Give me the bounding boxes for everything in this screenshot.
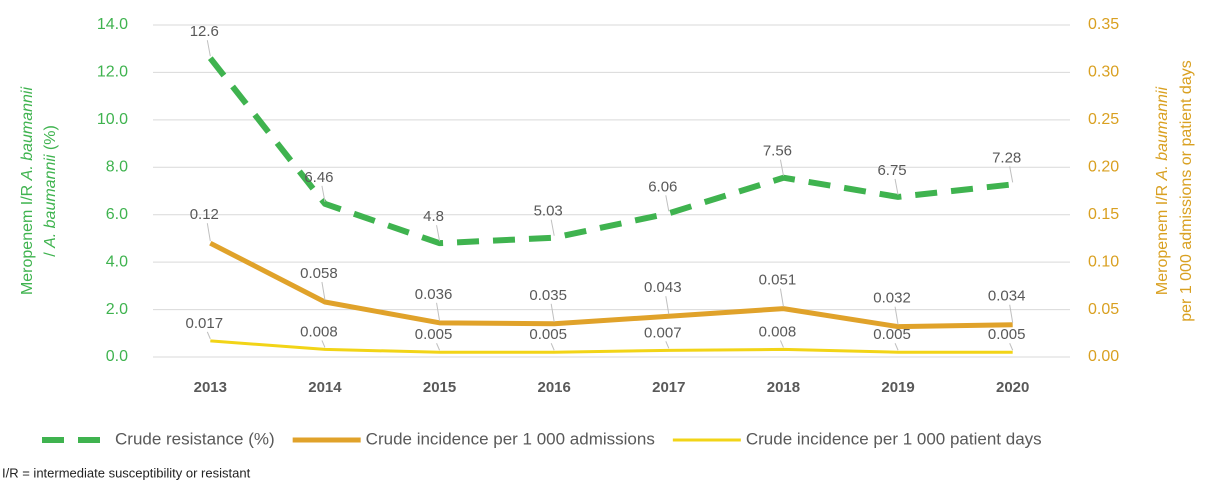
y2-tick-label: 0.10 [1088, 253, 1119, 270]
y-axis-title-part: / [42, 248, 59, 257]
data-label: 0.051 [759, 272, 797, 289]
label-leader [206, 331, 211, 340]
label-leader [1009, 166, 1014, 183]
label-leader [894, 343, 899, 351]
label-leader [550, 303, 555, 322]
label-leader [779, 159, 784, 176]
x-tick-label: 2014 [308, 379, 342, 396]
x-tick-label: 2017 [652, 379, 685, 396]
x-tick-label: 2018 [767, 379, 800, 396]
y-tick-label: 12.0 [97, 64, 128, 81]
label-leader [779, 288, 784, 307]
y2-axis-title-part: per 1 000 admissions or patient days [1178, 60, 1195, 321]
data-label: 0.036 [415, 286, 453, 303]
y-tick-label: 8.0 [106, 159, 128, 176]
legend-label: Crude resistance (%) [115, 429, 275, 448]
label-leader [321, 340, 326, 348]
data-label: 7.56 [763, 143, 792, 160]
data-label: 6.75 [877, 162, 906, 179]
y2-axis-title-part: A. baumannii [1154, 87, 1171, 182]
data-label: 0.035 [529, 287, 567, 304]
x-tick-label: 2019 [881, 379, 914, 396]
data-label: 0.005 [988, 326, 1026, 343]
data-label: 0.043 [644, 279, 682, 296]
y-axis-title: Meropenem I/R A. baumannii [19, 87, 36, 296]
data-label: 0.12 [190, 206, 219, 223]
label-leader [779, 340, 784, 348]
y-axis-title-part: Meropenem I/R [19, 180, 36, 295]
label-leader [894, 306, 899, 325]
label-leader [550, 219, 555, 236]
y2-tick-label: 0.35 [1088, 16, 1119, 33]
data-label: 0.058 [300, 265, 338, 282]
label-leader [206, 40, 211, 57]
data-label: 0.005 [529, 326, 567, 343]
data-label: 0.032 [873, 290, 911, 307]
y-axis-title-part: A. baumannii [19, 87, 36, 182]
label-leader [665, 341, 670, 349]
y-tick-label: 14.0 [97, 16, 128, 33]
data-label: 0.005 [415, 326, 453, 343]
label-leader [321, 281, 326, 301]
x-tick-label: 2015 [423, 379, 456, 396]
y-tick-label: 10.0 [97, 111, 128, 128]
y-tick-label: 6.0 [106, 206, 128, 223]
label-leader [436, 302, 441, 321]
y2-axis-title: Meropenem I/R A. baumannii [1154, 87, 1171, 296]
x-tick-label: 2013 [194, 379, 227, 396]
y-tick-label: 2.0 [106, 301, 128, 318]
footnote: I/R = intermediate susceptibility or res… [2, 465, 251, 480]
data-label: 6.06 [648, 178, 677, 195]
y2-axis-title: per 1 000 admissions or patient days [1178, 60, 1195, 321]
y-axis-title-part: A. baumannii [42, 154, 59, 249]
data-label: 0.017 [186, 315, 224, 332]
y2-axis-title-part: Meropenem I/R [1154, 180, 1171, 295]
y2-tick-label: 0.05 [1088, 301, 1119, 318]
label-leader [436, 225, 441, 242]
x-tick-label: 2020 [996, 379, 1029, 396]
y2-tick-label: 0.30 [1088, 64, 1119, 81]
legend-label: Crude incidence per 1 000 patient days [746, 429, 1042, 448]
label-leader [1009, 304, 1014, 323]
data-label: 0.007 [644, 324, 682, 341]
label-leader [206, 223, 211, 242]
series-line [207, 56, 1014, 247]
y-tick-label: 0.0 [106, 348, 128, 365]
label-leader [436, 343, 441, 351]
series-line [209, 240, 1013, 330]
y-axis-title-part: (%) [42, 125, 59, 154]
data-label: 5.03 [534, 203, 563, 220]
data-label: 0.034 [988, 288, 1026, 305]
y2-tick-label: 0.15 [1088, 206, 1119, 223]
data-label: 0.008 [759, 323, 797, 340]
data-label: 6.46 [304, 169, 333, 186]
y2-tick-label: 0.00 [1088, 348, 1119, 365]
y-axis-title: / A. baumannii (%) [42, 125, 59, 257]
y2-tick-label: 0.25 [1088, 111, 1119, 128]
label-leader [1009, 343, 1014, 351]
label-leader [665, 195, 670, 212]
label-leader [894, 178, 899, 196]
legend-label: Crude incidence per 1 000 admissions [366, 429, 655, 448]
data-label: 0.008 [300, 323, 338, 340]
data-label: 0.005 [873, 326, 911, 343]
y2-tick-label: 0.20 [1088, 159, 1119, 176]
data-label: 12.6 [190, 23, 219, 40]
label-leader [550, 343, 555, 351]
x-tick-label: 2016 [538, 379, 571, 396]
data-label: 4.8 [423, 208, 444, 225]
label-leader [665, 296, 670, 315]
label-leader [321, 185, 326, 202]
data-label: 7.28 [992, 149, 1021, 166]
series-line [210, 339, 1013, 354]
y-tick-label: 4.0 [106, 253, 128, 270]
